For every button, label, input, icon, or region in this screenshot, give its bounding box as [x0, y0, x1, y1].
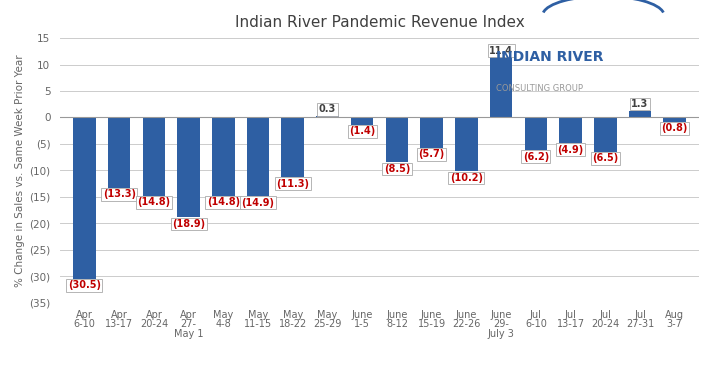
Text: 6-10: 6-10 — [525, 319, 547, 329]
Bar — [108, 118, 131, 188]
Bar — [281, 118, 304, 177]
Text: 11.4: 11.4 — [489, 46, 513, 56]
Text: (11.3): (11.3) — [276, 179, 309, 189]
Text: Apr: Apr — [111, 311, 128, 321]
Bar — [143, 118, 165, 196]
Text: 29-: 29- — [493, 319, 509, 329]
Text: 11-15: 11-15 — [244, 319, 272, 329]
Text: 20-24: 20-24 — [140, 319, 168, 329]
Text: (6.5): (6.5) — [592, 153, 618, 164]
Text: (14.9): (14.9) — [241, 198, 275, 208]
Text: June: June — [386, 311, 408, 321]
Text: Jul: Jul — [634, 311, 646, 321]
Text: June: June — [351, 311, 373, 321]
Bar — [594, 118, 616, 152]
Text: May: May — [248, 311, 268, 321]
Text: 27-31: 27-31 — [626, 319, 654, 329]
Text: (14.8): (14.8) — [207, 197, 240, 207]
Text: (8.5): (8.5) — [383, 164, 410, 174]
Text: June: June — [456, 311, 477, 321]
Text: (1.4): (1.4) — [349, 126, 376, 136]
Text: Apr: Apr — [146, 311, 162, 321]
Text: 1.3: 1.3 — [631, 99, 648, 109]
Text: 13-17: 13-17 — [556, 319, 585, 329]
Bar — [559, 118, 582, 143]
Text: (0.8): (0.8) — [661, 123, 688, 133]
Text: May: May — [283, 311, 303, 321]
Text: 1-5: 1-5 — [354, 319, 370, 329]
Bar — [351, 118, 373, 125]
Text: June: June — [491, 311, 512, 321]
Title: Indian River Pandemic Revenue Index: Indian River Pandemic Revenue Index — [235, 15, 525, 30]
Text: 8-12: 8-12 — [386, 319, 408, 329]
Text: 13-17: 13-17 — [105, 319, 134, 329]
Text: INDIAN RIVER: INDIAN RIVER — [496, 50, 604, 64]
Bar — [525, 118, 547, 150]
Bar — [455, 118, 478, 171]
Text: (13.3): (13.3) — [103, 189, 136, 199]
Text: July 3: July 3 — [488, 329, 515, 339]
Text: (4.9): (4.9) — [558, 145, 583, 155]
Text: 20-24: 20-24 — [591, 319, 619, 329]
Text: (30.5): (30.5) — [68, 280, 101, 290]
Text: (18.9): (18.9) — [172, 219, 205, 229]
Text: 27-: 27- — [181, 319, 196, 329]
Text: Jul: Jul — [599, 311, 611, 321]
Bar — [73, 118, 96, 279]
Text: 18-22: 18-22 — [278, 319, 307, 329]
Bar — [212, 118, 235, 196]
Text: May 1: May 1 — [174, 329, 203, 339]
Text: 3-7: 3-7 — [667, 319, 683, 329]
Bar — [663, 118, 686, 122]
Text: Apr: Apr — [180, 311, 197, 321]
Text: 25-29: 25-29 — [313, 319, 342, 329]
Bar — [629, 111, 651, 118]
Text: (5.7): (5.7) — [418, 149, 445, 159]
Text: May: May — [317, 311, 338, 321]
Text: Apr: Apr — [76, 311, 93, 321]
Text: 6-10: 6-10 — [74, 319, 96, 329]
Text: May: May — [213, 311, 233, 321]
Text: 15-19: 15-19 — [418, 319, 446, 329]
Text: (10.2): (10.2) — [450, 173, 483, 183]
Text: Aug: Aug — [665, 311, 684, 321]
Bar — [316, 116, 338, 118]
Text: Jul: Jul — [530, 311, 542, 321]
Text: CONSULTING GROUP: CONSULTING GROUP — [496, 84, 583, 93]
Text: Jul: Jul — [565, 311, 576, 321]
Text: June: June — [421, 311, 443, 321]
Text: (14.8): (14.8) — [137, 197, 171, 207]
Text: 22-26: 22-26 — [452, 319, 481, 329]
Bar — [421, 118, 443, 147]
Text: 0.3: 0.3 — [319, 104, 336, 114]
Text: 4-8: 4-8 — [216, 319, 231, 329]
Text: (6.2): (6.2) — [523, 152, 549, 162]
Bar — [386, 118, 408, 162]
Bar — [247, 118, 269, 196]
Bar — [177, 118, 200, 217]
Bar — [490, 57, 513, 118]
Y-axis label: % Change in Sales vs. Same Week Prior Year: % Change in Sales vs. Same Week Prior Ye… — [15, 54, 25, 286]
